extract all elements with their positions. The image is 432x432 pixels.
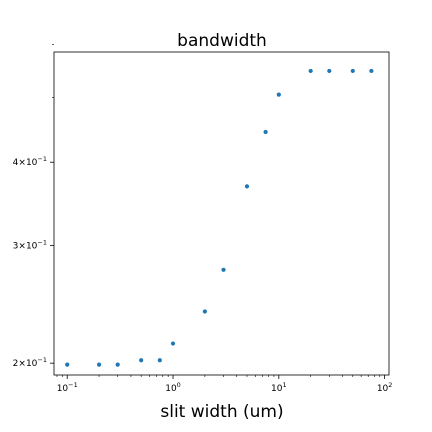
y-tick-base: 10 bbox=[26, 359, 38, 369]
data-point bbox=[350, 68, 355, 74]
data-point bbox=[221, 267, 226, 272]
x-tick-exponent: 1 bbox=[282, 381, 286, 389]
data-point bbox=[170, 341, 176, 346]
y-tick-label: 3×10−1 bbox=[13, 239, 47, 252]
x-tick-exponent: 0 bbox=[177, 381, 181, 389]
data-point bbox=[65, 362, 70, 367]
x-tick-exponent: 2 bbox=[388, 381, 392, 389]
y-tick-label: 4×10−1 bbox=[13, 155, 47, 168]
y-axis-ticks: 2×10−13×10−14×10−1 bbox=[13, 44, 54, 369]
data-point bbox=[115, 362, 120, 367]
x-tick-base: 10 bbox=[57, 384, 69, 394]
data-point bbox=[308, 68, 313, 74]
data-point bbox=[157, 358, 162, 363]
data-point bbox=[244, 184, 250, 189]
y-tick-mantissa: 4 bbox=[13, 158, 19, 168]
x-tick-label: 100 bbox=[165, 381, 181, 394]
y-tick-mantissa: 3 bbox=[13, 242, 19, 252]
x-tick-label: 10−1 bbox=[57, 381, 78, 394]
y-tick-label: 2×10−1 bbox=[13, 356, 47, 369]
plot-area-frame bbox=[53, 51, 390, 376]
data-point bbox=[276, 92, 281, 97]
chart-title: bandwidth bbox=[177, 31, 267, 51]
y-tick-base: 10 bbox=[26, 158, 38, 168]
y-tick-exp: −1 bbox=[37, 155, 47, 163]
x-tick-exponent: −1 bbox=[68, 381, 78, 389]
y-tick-mantissa: 2 bbox=[13, 359, 19, 369]
x-tick-base: 10 bbox=[377, 384, 389, 394]
x-tick-base: 10 bbox=[165, 384, 177, 394]
x-axis-ticks: 10−1 100 101 102 bbox=[56, 375, 393, 394]
data-point bbox=[369, 68, 374, 74]
x-tick-label: 102 bbox=[377, 381, 393, 394]
y-tick-times-sign: × bbox=[18, 359, 26, 369]
y-tick-base: 10 bbox=[26, 242, 38, 252]
x-tick-label: 101 bbox=[271, 381, 287, 394]
data-point bbox=[139, 358, 144, 363]
y-tick-times-sign: × bbox=[18, 158, 26, 168]
y-tick-exp: −1 bbox=[37, 356, 47, 364]
y-tick-times-sign: × bbox=[18, 242, 26, 252]
data-point bbox=[96, 362, 102, 367]
data-point bbox=[202, 309, 207, 314]
x-tick-base: 10 bbox=[271, 384, 283, 394]
y-tick-exp: −1 bbox=[37, 239, 47, 247]
data-point bbox=[263, 129, 268, 135]
data-point bbox=[327, 68, 332, 74]
x-axis-label: slit width (um) bbox=[160, 402, 283, 422]
data-points bbox=[65, 68, 374, 367]
